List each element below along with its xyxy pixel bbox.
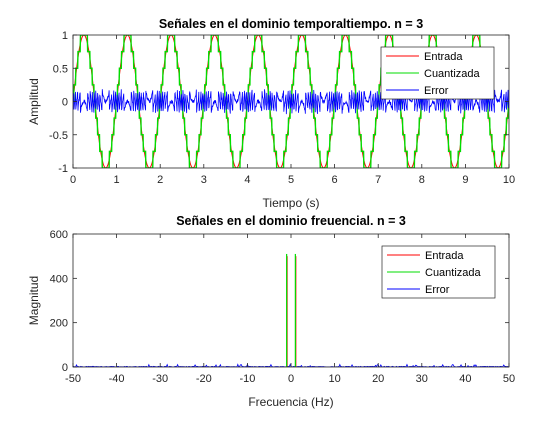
x-tick-label: -50 <box>65 373 81 385</box>
legend-label-entrada: Entrada <box>425 250 464 262</box>
x-tick-label: 10 <box>328 373 340 385</box>
chart-title: Señales en el dominio temporaltiempo. n … <box>159 17 423 31</box>
chart-panel-2: -50 -40 -30 -20 -10 0 10 20 30 40 50 0 200 400 600 Seña… <box>27 214 515 409</box>
legend-label-cuantizada: Cuantizada <box>424 68 481 80</box>
legend: Entrada Cuantizada Error <box>381 245 496 299</box>
x-tick-label: 30 <box>416 373 428 385</box>
x-tick-label: 6 <box>332 174 338 186</box>
x-axis-label: Frecuencia (Hz) <box>248 395 333 409</box>
legend-label-cuantizada: Cuantizada <box>425 267 482 279</box>
x-tick-label: -20 <box>196 373 212 385</box>
x-tick-label: 5 <box>288 174 294 186</box>
x-tick-label: -10 <box>239 373 255 385</box>
x-tick-label: 8 <box>419 174 425 186</box>
y-tick-label: 0.5 <box>53 63 68 75</box>
y-tick-label: 0 <box>62 362 68 374</box>
y-tick-label: 400 <box>50 273 68 285</box>
x-tick-label: 20 <box>372 373 384 385</box>
chart-title: Señales en el dominio freuencial. n = 3 <box>176 214 406 228</box>
y-tick-label: 200 <box>50 318 68 330</box>
legend-label-entrada: Entrada <box>424 51 463 63</box>
x-tick-label: 9 <box>462 174 468 186</box>
x-axis-label: Tiempo (s) <box>263 196 320 210</box>
y-tick-label: -1 <box>58 163 68 175</box>
x-tick-label: -40 <box>109 373 125 385</box>
x-tick-label: 1 <box>114 174 120 186</box>
legend-label-error: Error <box>425 284 450 296</box>
x-tick-label: 2 <box>157 174 163 186</box>
x-tick-label: 0 <box>288 373 294 385</box>
x-tick-label: -30 <box>152 373 168 385</box>
y-tick-label: 600 <box>50 229 68 241</box>
x-tick-label: 50 <box>503 373 515 385</box>
x-tick-label: 4 <box>244 174 250 186</box>
x-tick-label: 3 <box>201 174 207 186</box>
y-tick-label: -0.5 <box>49 130 68 142</box>
x-tick-label: 40 <box>459 373 471 385</box>
y-axis-label: Amplitud <box>27 78 41 125</box>
x-tick-label: 10 <box>503 174 515 186</box>
x-tick-label: 0 <box>70 174 76 186</box>
legend: Entrada Cuantizada Error <box>380 46 495 100</box>
y-tick-label: 0 <box>62 97 68 109</box>
y-tick-label: 1 <box>62 30 68 42</box>
x-tick-label: 7 <box>375 174 381 186</box>
legend-label-error: Error <box>424 85 449 97</box>
chart-panel-1: 0 1 2 3 4 5 6 7 8 9 10 -1 -0.5 0 0.5 1 Señales en el dom… <box>27 17 515 210</box>
y-axis-label: Magnitud <box>27 276 41 325</box>
